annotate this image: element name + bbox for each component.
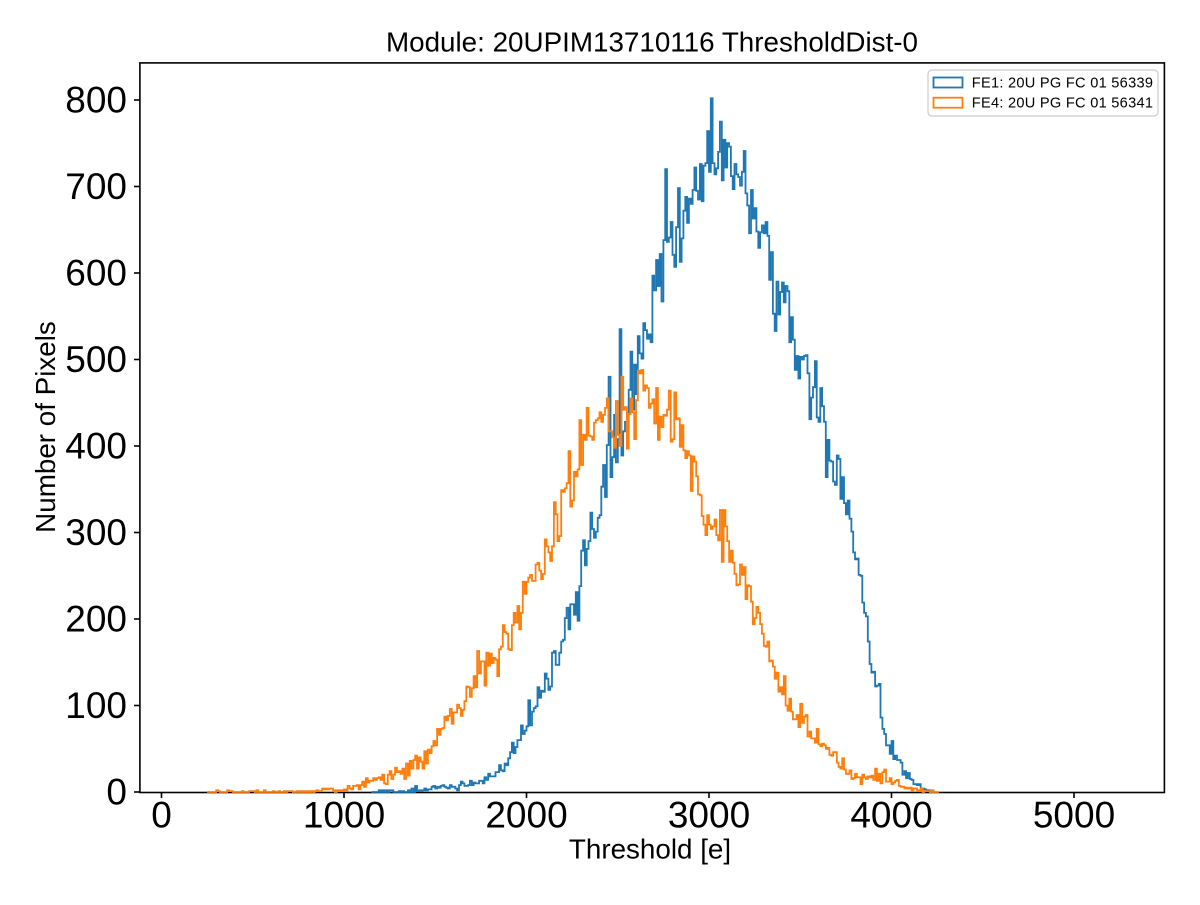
svg-text:800: 800	[65, 80, 127, 121]
svg-text:Module: 20UPIM13710116 Thresho: Module: 20UPIM13710116 ThresholdDist-0	[386, 27, 918, 58]
svg-text:FE4: 20U PG FC 01 56341: FE4: 20U PG FC 01 56341	[972, 96, 1153, 112]
svg-text:2000: 2000	[485, 795, 567, 836]
svg-text:400: 400	[65, 426, 127, 467]
svg-text:200: 200	[65, 599, 127, 640]
svg-text:700: 700	[65, 166, 127, 207]
svg-text:4000: 4000	[850, 795, 932, 836]
svg-text:100: 100	[65, 685, 127, 726]
svg-text:500: 500	[65, 339, 127, 380]
svg-text:FE1: 20U PG FC 01 56339: FE1: 20U PG FC 01 56339	[972, 76, 1153, 92]
svg-text:600: 600	[65, 253, 127, 294]
svg-text:Number of Pixels: Number of Pixels	[30, 321, 61, 533]
svg-text:300: 300	[65, 512, 127, 553]
svg-text:5000: 5000	[1033, 795, 1115, 836]
svg-text:0: 0	[151, 795, 172, 836]
svg-text:3000: 3000	[668, 795, 750, 836]
svg-text:0: 0	[106, 772, 127, 813]
svg-text:Threshold [e]: Threshold [e]	[569, 834, 731, 865]
svg-text:1000: 1000	[303, 795, 385, 836]
